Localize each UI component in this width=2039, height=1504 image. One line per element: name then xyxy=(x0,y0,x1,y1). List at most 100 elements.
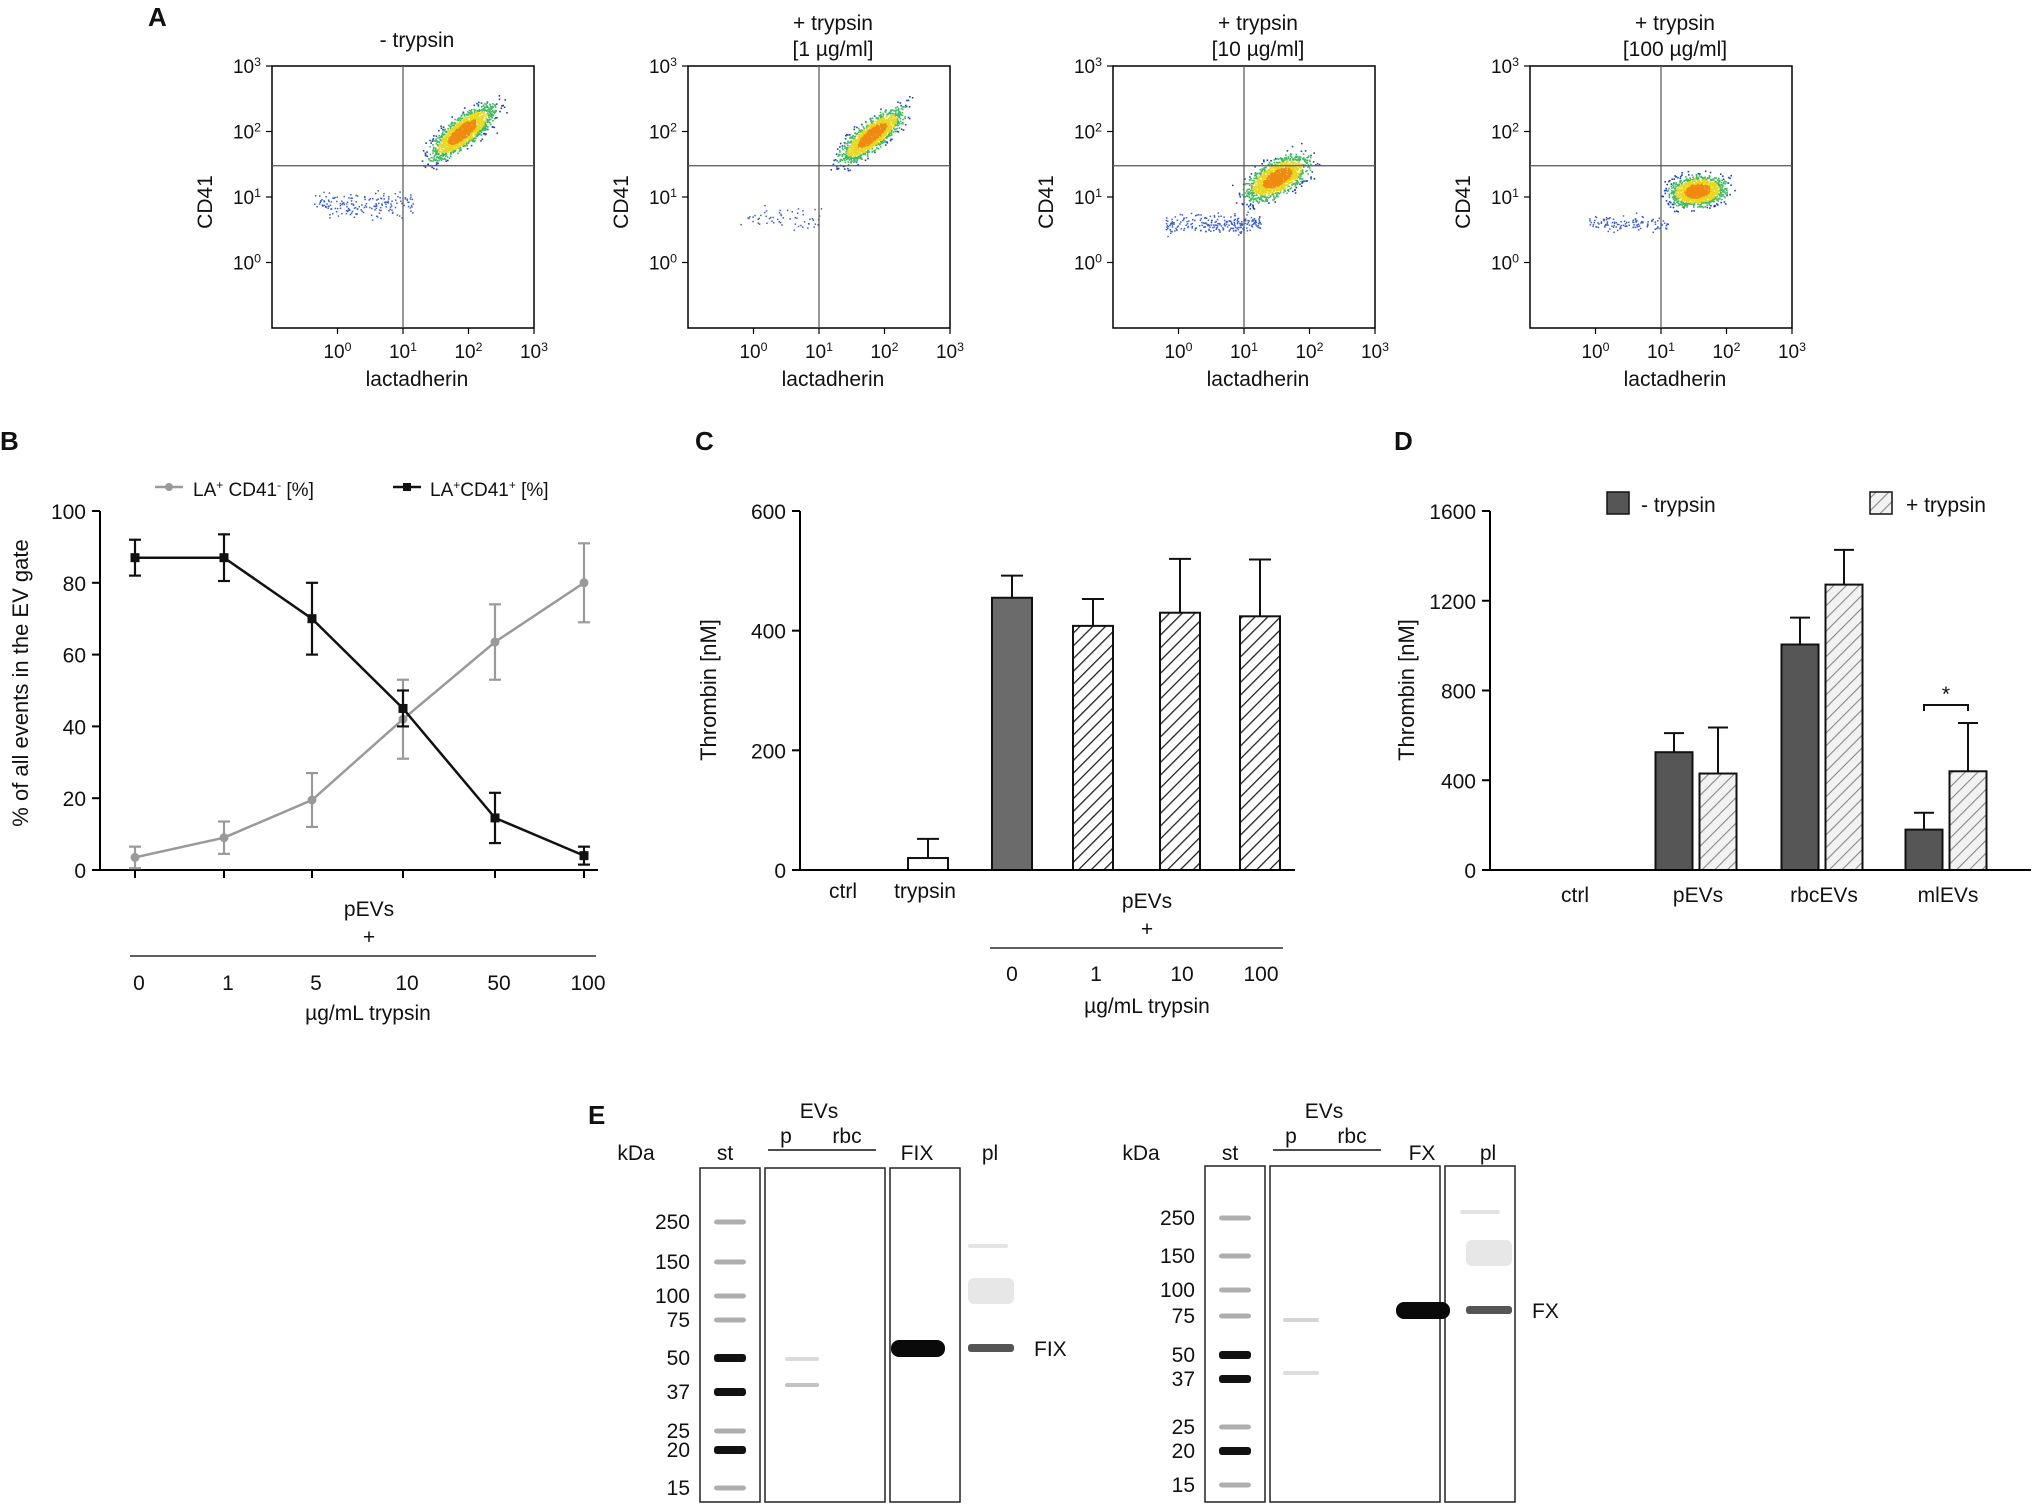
chart-c-x-tick-label: trypsin xyxy=(894,880,956,903)
chart-b-x-tick-label: 0 xyxy=(133,972,145,995)
chart-b-series-2 xyxy=(129,533,590,866)
chart-d: 0 400 800 1200 1600 ctrl pEVs rbcEVs mlEVs * xyxy=(1429,501,2031,907)
ladder-band xyxy=(714,1354,746,1362)
flow-panel-4: + trypsin [100 µg/ml] 100 103 101 102 102 101 10… xyxy=(1452,12,1806,391)
data-point xyxy=(307,614,317,624)
marker-label-20: 20 xyxy=(1172,1440,1195,1463)
marker-label-25: 25 xyxy=(667,1420,690,1443)
chart-d-x-tick-label: ctrl xyxy=(1561,884,1589,907)
ladder-band xyxy=(714,1485,746,1491)
flow-title-line1: - trypsin xyxy=(380,29,455,52)
plasma-smear xyxy=(968,1278,1014,1304)
flow-x-tick-label: 103 xyxy=(936,340,964,363)
flow-y-tick-label: 102 xyxy=(233,121,261,144)
data-point xyxy=(490,637,500,647)
legend-series-1: LA+ CD41- [%] xyxy=(193,478,314,501)
chart-d-y-tick-label: 800 xyxy=(1441,681,1476,704)
chart-d-x-tick-label: mlEVs xyxy=(1918,884,1979,907)
flow-events xyxy=(314,95,508,221)
chart-c-y-tick-label: 400 xyxy=(751,621,786,644)
factor-lane-label: FX xyxy=(1409,1142,1436,1165)
chart-b: 0 20 40 60 80 100 0 1 5 10 50 100 xyxy=(51,501,606,995)
factor-band xyxy=(891,1340,945,1357)
flow-x-tick-label: 101 xyxy=(389,340,417,363)
flow-xlabel: lactadherin xyxy=(1624,368,1727,391)
flow-events xyxy=(1589,170,1736,234)
flow-xlabel: lactadherin xyxy=(366,368,469,391)
flow-x-tick-label: 100 xyxy=(1581,340,1609,363)
chart-c-group-label: pEVs xyxy=(1122,890,1172,913)
flow-ylabel: CD41 xyxy=(1035,175,1058,229)
plasma-lane-frame xyxy=(889,1167,961,1503)
bar xyxy=(1948,770,1988,872)
data-point xyxy=(130,553,140,563)
chart-c-x-tick-label: 100 xyxy=(1243,963,1278,986)
flow-x-tick-label: 103 xyxy=(1361,340,1389,363)
chart-b-y-tick-label: 0 xyxy=(74,860,86,883)
faint-band xyxy=(1283,1371,1319,1375)
flow-x-tick-label: 101 xyxy=(805,340,833,363)
chart-c: 0 200 400 600 ctrl trypsin 0 1 10 100 xyxy=(751,501,1295,986)
ladder-band xyxy=(714,1446,746,1454)
data-point xyxy=(219,833,229,843)
chart-d-y-tick-label: 1600 xyxy=(1429,501,1476,524)
chart-b-y-tick-label: 20 xyxy=(63,788,86,811)
marker-label-75: 75 xyxy=(667,1309,690,1332)
standard-lane-frame xyxy=(1204,1165,1266,1503)
flow-ylabel: CD41 xyxy=(194,175,217,229)
ladder-band xyxy=(1219,1424,1251,1430)
chart-b-x-tick-label: 10 xyxy=(395,972,418,995)
flow-x-tick-label: 100 xyxy=(739,340,767,363)
marker-label-100: 100 xyxy=(655,1285,690,1308)
flow-title-line2: [100 µg/ml] xyxy=(1623,38,1727,61)
flow-y-tick-label: 100 xyxy=(649,252,677,275)
ladder-band xyxy=(714,1428,746,1434)
ladder-band xyxy=(714,1293,746,1299)
chart-c-x-tick-label: 1 xyxy=(1090,963,1102,986)
standard-lane-label: st xyxy=(717,1142,734,1165)
ladder-band xyxy=(1219,1351,1251,1359)
rbc-lane-label: rbc xyxy=(832,1125,861,1148)
chart-d-y-tick-label: 400 xyxy=(1441,770,1476,793)
ladder-band xyxy=(1219,1313,1251,1319)
marker-label-50: 50 xyxy=(1172,1344,1195,1367)
chart-d-y-tick-label: 0 xyxy=(1464,860,1476,883)
ladder-band xyxy=(1219,1482,1251,1488)
panel-label-d: D xyxy=(1394,426,1413,456)
marker-label-20: 20 xyxy=(667,1439,690,1462)
plasma-factor-band xyxy=(1466,1306,1512,1314)
ladder-band xyxy=(1219,1253,1251,1259)
flow-xlabel: lactadherin xyxy=(782,368,885,391)
series-line xyxy=(135,556,585,857)
panel-label-b: B xyxy=(0,426,19,456)
faint-band xyxy=(1460,1210,1500,1214)
flow-x-tick-label: 102 xyxy=(1295,340,1323,363)
chart-d-legend: - trypsin + trypsin xyxy=(1606,491,1986,517)
flow-title-line1: + trypsin xyxy=(1218,12,1298,35)
chart-b-y-tick-label: 60 xyxy=(63,645,86,668)
chart-b-ylabel: % of all events in the EV gate xyxy=(8,539,33,826)
bar xyxy=(1239,615,1281,871)
ladder-band xyxy=(714,1317,746,1323)
chart-c-xlabel: µg/mL trypsin xyxy=(1084,995,1210,1018)
ladder-band xyxy=(714,1219,746,1225)
chart-c-y-tick-label: 200 xyxy=(751,740,786,763)
flow-x-tick-label: 103 xyxy=(520,340,548,363)
marker-label-37: 37 xyxy=(667,1381,690,1404)
ladder-band xyxy=(714,1259,746,1265)
flow-x-tick-label: 101 xyxy=(1647,340,1675,363)
ladder-band xyxy=(1219,1287,1251,1293)
plasma-lane-frame xyxy=(1444,1165,1516,1503)
chart-b-group-label: pEVs xyxy=(344,898,394,921)
flow-ylabel: CD41 xyxy=(1452,175,1475,229)
flow-x-tick-label: 102 xyxy=(1712,340,1740,363)
chart-b-legend: LA+ CD41- [%] LA+CD41+ [%] xyxy=(155,478,549,501)
ladder-band xyxy=(714,1388,746,1396)
flow-y-tick-label: 100 xyxy=(233,252,261,275)
faint-band xyxy=(968,1244,1008,1248)
evs-label: EVs xyxy=(1305,1100,1344,1123)
band-label: FX xyxy=(1532,1300,1559,1323)
flow-cytometry-panels: - trypsin 100 103 101 102 102 101 103 100 lactadh… xyxy=(194,12,1806,391)
chart-b-y-tick-label: 100 xyxy=(51,501,86,524)
